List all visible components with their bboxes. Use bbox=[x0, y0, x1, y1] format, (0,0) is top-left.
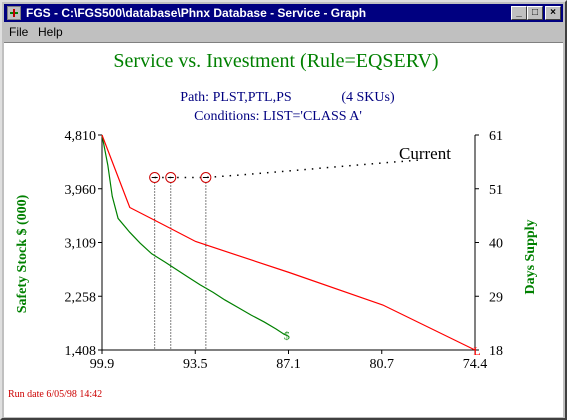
menu-help[interactable]: Help bbox=[38, 25, 63, 39]
x-tick-label: 74.4 bbox=[463, 357, 488, 372]
y-tick-label: 3,109 bbox=[65, 237, 97, 252]
x-tick-label: 87.1 bbox=[276, 357, 301, 372]
current-marker bbox=[165, 172, 177, 183]
current-marker bbox=[149, 172, 161, 183]
current-curve-line bbox=[154, 159, 420, 179]
window-title: FGS - C:\FGS500\database\Phnx Database -… bbox=[26, 6, 367, 20]
x-tick-label: 99.9 bbox=[90, 357, 115, 372]
maximize-button[interactable]: □ bbox=[527, 6, 543, 20]
y2-axis-label: Days Supply bbox=[523, 219, 538, 294]
safety-stock-end-marker: $ bbox=[284, 329, 290, 343]
x-tick-label: 80.7 bbox=[370, 357, 395, 372]
y-tick-label: 1,408 bbox=[65, 344, 97, 359]
chart-area: Service vs. Investment (Rule=EQSERV) Pat… bbox=[4, 42, 563, 417]
chart-conditions: Conditions: LIST='CLASS A' bbox=[194, 109, 362, 124]
current-label: Current bbox=[399, 144, 451, 163]
title-bar[interactable]: FGS - C:\FGS500\database\Phnx Database -… bbox=[4, 4, 563, 22]
y-axis-label: Safety Stock $ (000) bbox=[15, 194, 30, 313]
current-marker bbox=[200, 172, 212, 183]
app-icon[interactable] bbox=[7, 6, 21, 20]
y2-tick-label: 29 bbox=[489, 290, 503, 305]
menu-file[interactable]: File bbox=[9, 25, 29, 39]
chart-sku-count: (4 SKUs) bbox=[341, 90, 395, 105]
run-date: Run date 6/05/98 14:42 bbox=[8, 389, 102, 400]
y-tick-label: 4,810 bbox=[65, 129, 97, 144]
y-tick-label: 3,960 bbox=[65, 183, 97, 198]
x-tick-label: 93.5 bbox=[183, 357, 208, 372]
safety-stock-line bbox=[101, 134, 286, 336]
y-tick-label: 2,258 bbox=[65, 290, 97, 305]
days-supply-end-marker: L bbox=[473, 344, 480, 358]
y2-tick-label: 61 bbox=[489, 129, 503, 144]
days-supply-line bbox=[101, 134, 476, 351]
chart-title: Service vs. Investment (Rule=EQSERV) bbox=[113, 50, 438, 72]
y2-tick-label: 18 bbox=[489, 344, 503, 359]
close-button[interactable]: × bbox=[545, 6, 561, 20]
y2-tick-label: 40 bbox=[489, 237, 503, 252]
service-chart: Service vs. Investment (Rule=EQSERV) Pat… bbox=[8, 50, 538, 400]
minimize-button[interactable]: _ bbox=[511, 6, 527, 20]
menu-bar: File Help bbox=[4, 23, 563, 41]
chart-path: Path: PLST,PTL,PS bbox=[180, 90, 291, 105]
plot-area: 4,810 3,960 3,109 2,258 1,408 61 51 40 29 18 99.9 9… bbox=[65, 129, 504, 372]
y2-tick-label: 51 bbox=[489, 183, 503, 198]
